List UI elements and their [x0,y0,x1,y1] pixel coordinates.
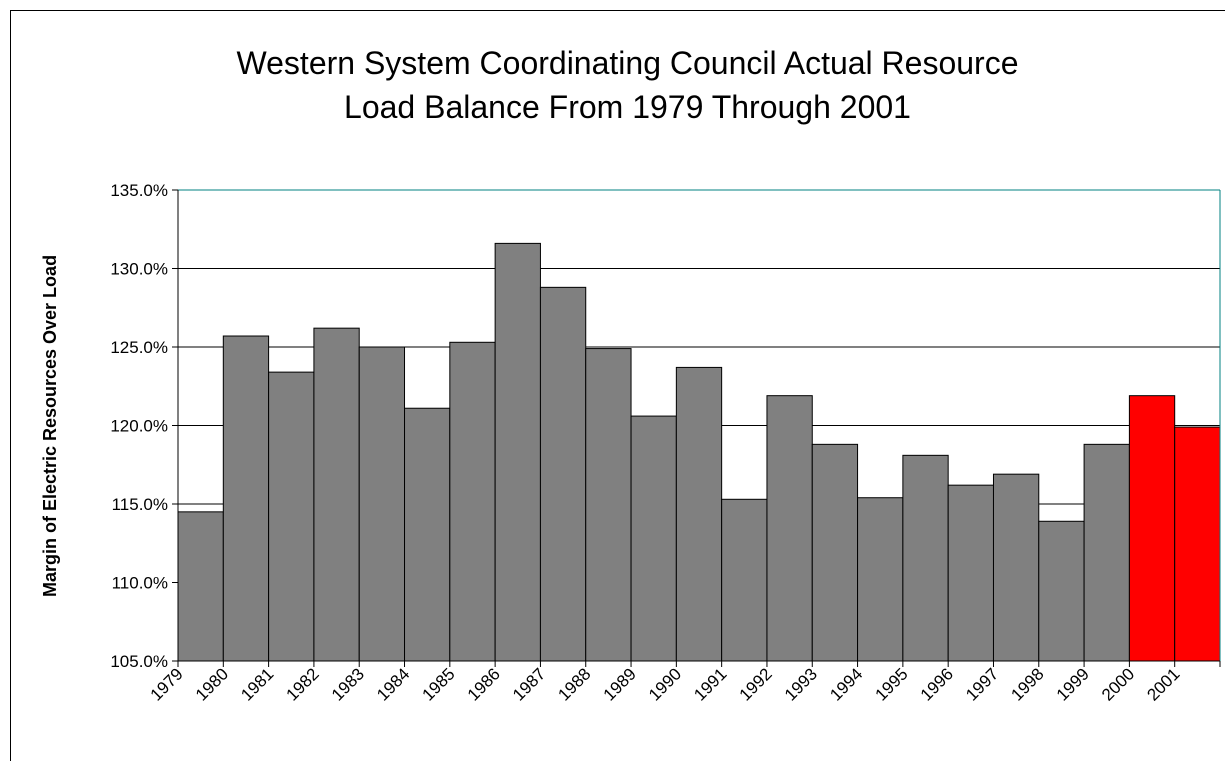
x-tick-label: 1997 [962,664,1002,704]
bar-1997 [992,473,1040,662]
bar-1993 [811,443,859,662]
bar-1998 [1038,520,1085,662]
y-tick-labels: 105.0% 110.0% 115.0% 120.0% 125.0% 130.0% 135.… [110,181,168,671]
bar-1990 [675,366,723,662]
bar-1981 [268,371,315,662]
y-tick-label: 110.0% [112,574,168,593]
bar-1989 [630,415,677,662]
bar-1988 [585,348,632,662]
chart-frame [10,10,1225,761]
x-tick-label: 1980 [192,664,232,704]
y-tick-label: 115.0% [112,495,168,514]
x-tick-label: 1983 [328,664,368,704]
x-tick-label: 1991 [690,664,730,704]
chart-title: Western System Coordinating Council Actu… [236,45,1019,125]
y-tick-label: 120.0% [110,417,168,436]
x-tick-labels: 1979 1980 1981 1982 1983 1984 1985 1986 1987 1988… [147,664,1184,704]
y-tick-label: 135.0% [110,181,168,200]
bar-1982 [313,327,360,662]
x-tick-label: 1984 [373,664,413,704]
x-tick-label: 2000 [1098,664,1138,704]
bar-1980 [222,335,270,662]
bar-1985 [449,341,496,662]
x-tick-label: 1986 [464,664,504,704]
bar-1991 [721,498,768,662]
x-tick-label: 1982 [283,664,323,704]
x-tick-label: 1996 [917,664,957,704]
bar-1994 [857,497,904,662]
x-tick-label: 1981 [237,664,277,704]
x-tick-label: 1995 [872,664,912,704]
x-tick-label: 2001 [1143,664,1183,704]
bar-1986 [494,242,541,662]
x-tick-label: 1987 [509,664,549,704]
bar-1987 [539,286,587,662]
x-tick-label: 1994 [826,664,866,704]
y-tick-label: 130.0% [110,260,168,279]
bar-1979 [177,511,224,662]
x-tick-label: 1985 [418,664,458,704]
x-tick-label: 1999 [1053,664,1093,704]
bar-1983 [358,346,406,662]
y-tick-label: 125.0% [110,338,168,357]
bar-1984 [404,407,451,662]
bar-2000 [1128,395,1176,662]
bar-1992 [766,395,813,662]
bar-2001 [1174,426,1221,662]
bar-1999 [1083,443,1130,662]
x-tick-label: 1998 [1007,664,1047,704]
bar-1995 [902,454,949,662]
bars [177,242,1221,662]
x-tick-label: 1992 [736,664,776,704]
y-axis-label: Margin of Electric Resources Over Load [40,255,60,597]
x-tick-label: 1993 [781,664,821,704]
bar-1996 [947,484,994,662]
x-tick-label: 1989 [600,664,640,704]
x-tick-label: 1990 [645,664,685,704]
y-tick-label: 105.0% [110,652,168,671]
axes [172,189,1221,667]
x-tick-label: 1988 [554,664,594,704]
